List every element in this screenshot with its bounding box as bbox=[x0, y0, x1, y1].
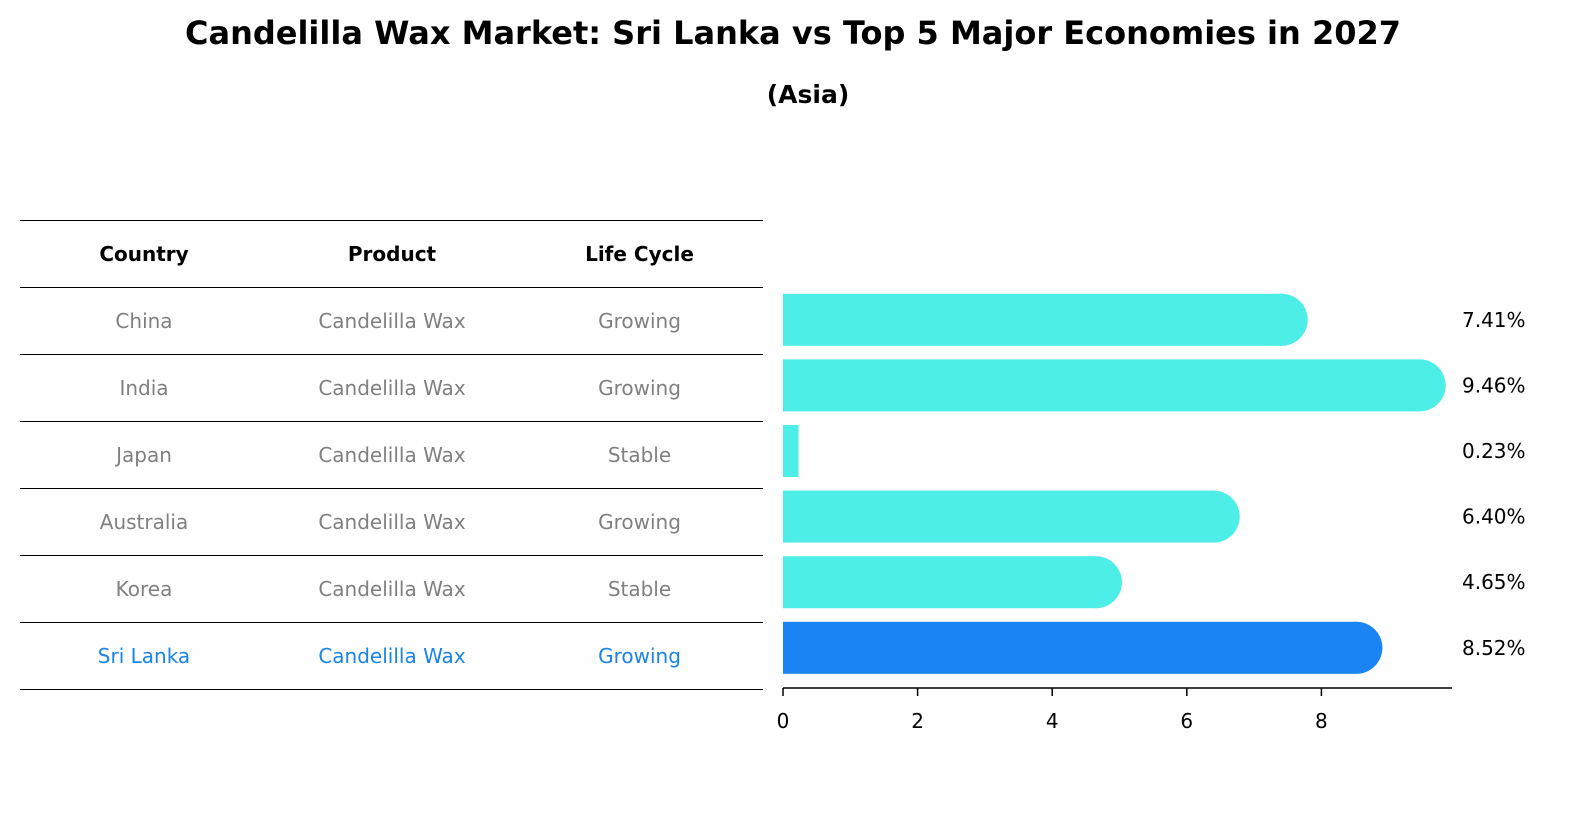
cell-product: Candelilla Wax bbox=[318, 443, 466, 467]
bar-australia bbox=[783, 490, 1214, 543]
header-product: Product bbox=[347, 242, 437, 266]
table-row: China Candelilla Wax Growing bbox=[20, 288, 763, 355]
cell-life-cycle: Growing bbox=[598, 376, 681, 400]
chart-subtitle: (Asia) bbox=[766, 80, 850, 109]
bar-cap bbox=[1187, 490, 1240, 543]
value-label: 0.23% bbox=[1462, 439, 1526, 463]
cell-product: Candelilla Wax bbox=[318, 644, 466, 668]
bar-sri-lanka bbox=[783, 621, 1357, 674]
bar-korea bbox=[783, 556, 1096, 609]
cell-life-cycle: Growing bbox=[598, 510, 681, 534]
cell-country: Korea bbox=[115, 577, 173, 601]
cell-life-cycle: Growing bbox=[598, 644, 681, 668]
cell-life-cycle: Stable bbox=[607, 577, 672, 601]
cell-country: China bbox=[115, 309, 173, 333]
bar-cap bbox=[1393, 359, 1446, 412]
cell-country: Australia bbox=[99, 510, 189, 534]
cell-product: Candelilla Wax bbox=[318, 376, 466, 400]
table-row: Japan Candelilla Wax Stable bbox=[20, 422, 763, 489]
data-table: Country Product Life Cycle China Candeli… bbox=[20, 220, 763, 690]
cell-country: India bbox=[119, 376, 169, 400]
cell-life-cycle: Stable bbox=[607, 443, 672, 467]
value-label: 4.65% bbox=[1462, 570, 1526, 594]
cell-product: Candelilla Wax bbox=[318, 309, 466, 333]
table-row: Korea Candelilla Wax Stable bbox=[20, 556, 763, 623]
table-row-highlight: Sri Lanka Candelilla Wax Growing bbox=[20, 623, 763, 690]
value-label: 8.52% bbox=[1462, 636, 1526, 660]
bar-cap bbox=[1330, 621, 1383, 674]
table-row: India Candelilla Wax Growing bbox=[20, 355, 763, 422]
bar-china bbox=[783, 293, 1282, 346]
cell-product: Candelilla Wax bbox=[318, 510, 466, 534]
x-tick-label: 4 bbox=[1046, 709, 1059, 733]
header-country: Country bbox=[99, 242, 189, 266]
x-tick-label: 2 bbox=[911, 709, 924, 733]
bar-japan bbox=[783, 425, 799, 477]
bar-cap bbox=[1069, 556, 1122, 609]
cell-product: Candelilla Wax bbox=[318, 577, 466, 601]
x-tick-label: 6 bbox=[1180, 709, 1193, 733]
x-tick-label: 0 bbox=[777, 709, 790, 733]
table-header-row: Country Product Life Cycle bbox=[20, 220, 763, 288]
cell-country: Sri Lanka bbox=[97, 644, 191, 668]
cell-life-cycle: Growing bbox=[598, 309, 681, 333]
value-label: 7.41% bbox=[1462, 308, 1526, 332]
bar-cap bbox=[1255, 293, 1308, 346]
x-tick-label: 8 bbox=[1315, 709, 1328, 733]
value-label: 6.40% bbox=[1462, 505, 1526, 529]
header-life-cycle: Life Cycle bbox=[585, 242, 694, 266]
table-row: Australia Candelilla Wax Growing bbox=[20, 489, 763, 556]
bar-india bbox=[783, 359, 1420, 412]
cell-country: Japan bbox=[116, 443, 172, 467]
value-label: 9.46% bbox=[1462, 373, 1526, 397]
chart-title: Candelilla Wax Market: Sri Lanka vs Top … bbox=[184, 14, 1401, 52]
